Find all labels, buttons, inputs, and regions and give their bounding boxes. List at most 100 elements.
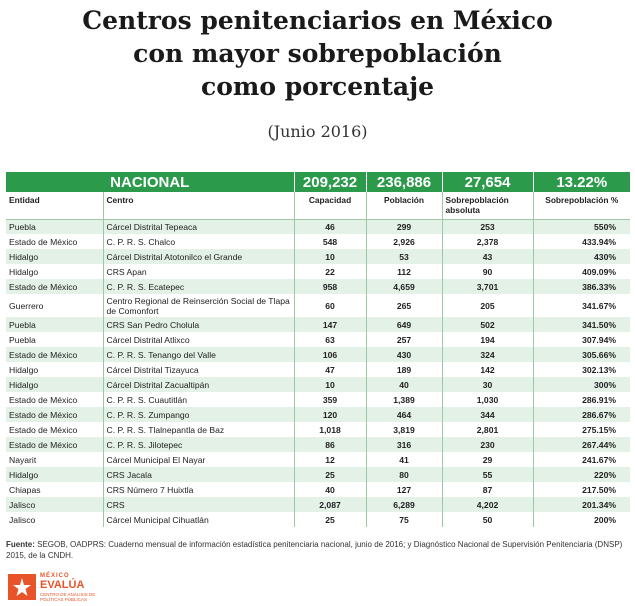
cell-centro: C. P. R. S. Tenango del Valle <box>103 347 295 362</box>
table-row: Hidalgo CRS Jacala 25 80 55 220% <box>6 467 631 482</box>
cell-sobre-abs: 55 <box>442 467 534 482</box>
cell-entidad: Guerrero <box>6 294 104 317</box>
cell-capacidad: 60 <box>294 294 367 317</box>
table-row: Jalisco Cárcel Municipal Cihuatlán 25 75 50 2… <box>6 512 630 527</box>
cell-capacidad: 47 <box>294 362 367 377</box>
cell-entidad: Hidalgo <box>6 264 104 279</box>
cell-entidad: Puebla <box>6 332 104 347</box>
logo-name-text: EVALÚA <box>40 579 85 591</box>
cell-entidad: Estado de México <box>6 437 104 452</box>
table-row: Nayarit Cárcel Municipal El Nayar 12 41 29 24… <box>6 452 630 467</box>
cell-entidad: Hidalgo <box>6 249 104 264</box>
cell-centro: Cárcel Distrital Atlixco <box>103 332 295 347</box>
cell-sobre-pct: 430% <box>533 249 631 264</box>
table-row: Puebla Cárcel Distrital Tepeaca 46 299 253 55… <box>6 219 631 234</box>
table-row: Hidalgo Cárcel Distrital Zacualtipán 10 40 3… <box>6 377 631 392</box>
cell-poblacion: 80 <box>366 467 443 482</box>
cell-centro: C. P. R. S. Ecatepec <box>103 279 295 294</box>
cell-sobre-abs: 1,030 <box>442 392 534 407</box>
cell-poblacion: 265 <box>366 294 443 317</box>
table-row: Hidalgo CRS Apan 22 112 90 409.09% <box>6 264 630 279</box>
cell-sobre-pct: 241.67% <box>582 454 617 465</box>
cell-entidad: Estado de México <box>6 347 104 362</box>
cell-poblacion: 6,289 <box>366 497 443 512</box>
cell-centro: CRS Apan <box>103 264 295 279</box>
cell-centro: C. P. R. S. Jilotepec <box>103 437 295 452</box>
cell-poblacion: 127 <box>366 482 443 497</box>
table-row: Puebla CRS San Pedro Cholula 147 649 502 341.… <box>6 317 631 332</box>
overpopulation-table: NACIONAL 209,232 236,886 27,654 13.22% E… <box>6 172 631 527</box>
cell-poblacion: 189 <box>366 362 443 377</box>
cell-centro: Cárcel Municipal El Nayar <box>103 452 295 467</box>
cell-entidad: Estado de México <box>6 279 104 294</box>
table-row: Guerrero Centro Regional de Reinserción S… <box>6 294 630 317</box>
cell-sobre-pct: 286.91% <box>582 394 617 405</box>
cell-entidad: Nayarit <box>6 452 104 467</box>
cell-entidad: Jalisco <box>6 512 104 527</box>
cell-sobre-pct: 409.09% <box>582 266 617 277</box>
cell-centro: Cárcel Distrital Atotonilco el Grande <box>103 249 295 264</box>
cell-centro: Cárcel Distrital Tepeaca <box>103 219 295 234</box>
cell-capacidad: 548 <box>294 234 367 249</box>
cell-entidad: Hidalgo <box>6 362 104 377</box>
cell-sobre-pct: 286.67% <box>533 407 631 422</box>
cell-sobre-pct: 200% <box>594 514 617 525</box>
chart-subtitle: (Junio 2016) <box>267 122 368 141</box>
table-row: Estado de México C. P. R. S. Jilotepec 86 3… <box>6 437 631 452</box>
mexico-evalua-logo: MÉXICO EVALÚA CENTRO DE ANÁLISIS DE POLÍ… <box>8 572 128 602</box>
cell-sobre-abs: 87 <box>442 482 534 497</box>
cell-sobre-pct: 220% <box>533 467 631 482</box>
cell-entidad: Hidalgo <box>6 467 104 482</box>
table-row: Jalisco CRS 2,087 6,289 4,202 201.34% <box>6 497 631 512</box>
cell-sobre-pct: 305.66% <box>533 347 631 362</box>
cell-poblacion: 316 <box>366 437 443 452</box>
cell-poblacion: 1,389 <box>366 392 443 407</box>
cell-entidad: Estado de México <box>6 407 104 422</box>
cell-entidad: Puebla <box>6 219 104 234</box>
cell-sobre-abs: 43 <box>442 249 534 264</box>
cell-capacidad: 46 <box>294 219 367 234</box>
cell-centro: C. P. R. S. Tlalnepantla de Baz <box>103 422 295 437</box>
col-header-entidad: Entidad <box>6 192 104 220</box>
cell-sobre-abs: 29 <box>442 452 534 467</box>
cell-poblacion: 4,659 <box>366 279 443 294</box>
cell-sobre-abs: 3,701 <box>442 279 534 294</box>
cell-capacidad: 958 <box>294 279 367 294</box>
cell-capacidad: 63 <box>294 332 367 347</box>
cell-centro: CRS San Pedro Cholula <box>103 317 295 332</box>
cell-poblacion: 53 <box>366 249 443 264</box>
national-poblacion: 236,886 <box>366 172 443 192</box>
cell-capacidad: 86 <box>294 437 367 452</box>
cell-entidad: Chiapas <box>6 482 104 497</box>
national-capacidad: 209,232 <box>294 172 367 192</box>
cell-sobre-abs: 2,378 <box>442 234 534 249</box>
cell-centro: C. P. R. S. Zumpango <box>103 407 295 422</box>
logo-tagline-text: CENTRO DE ANÁLISIS DE POLÍTICAS PÚBLICAS <box>40 592 96 602</box>
cell-poblacion: 649 <box>366 317 443 332</box>
col-header-poblacion: Población <box>366 192 443 220</box>
cell-centro: Cárcel Distrital Zacualtipán <box>103 377 295 392</box>
cell-sobre-pct: 300% <box>533 377 631 392</box>
cell-centro: CRS <box>103 497 295 512</box>
title-line-3: como porcentaje <box>200 72 435 101</box>
table-row: Estado de México C. P. R. S. Tenango del … <box>6 347 631 362</box>
cell-centro: C. P. R. S. Chalco <box>103 234 295 249</box>
cell-sobre-pct: 201.34% <box>533 497 631 512</box>
cell-entidad: Estado de México <box>6 234 104 249</box>
cell-sobre-abs: 253 <box>442 219 534 234</box>
cell-centro: CRS Número 7 Huixtla <box>103 482 295 497</box>
national-label: NACIONAL <box>6 172 295 192</box>
source-note: Fuente: SEGOB, OADPRS: Cuaderno mensual … <box>6 539 630 561</box>
cell-poblacion: 2,926 <box>366 234 443 249</box>
table-row: Estado de México C. P. R. S. Ecatepec 958 4… <box>6 279 631 294</box>
cell-capacidad: 147 <box>294 317 367 332</box>
cell-centro: Centro Regional de Reinserción Social de… <box>103 294 295 317</box>
cell-capacidad: 106 <box>294 347 367 362</box>
col-header-capacidad: Capacidad <box>294 192 367 220</box>
cell-poblacion: 257 <box>366 332 443 347</box>
col-header-sobre-pct: Sobrepoblación % <box>533 192 631 220</box>
national-row: NACIONAL 209,232 236,886 27,654 13.22% <box>6 172 631 192</box>
cell-capacidad: 10 <box>294 249 367 264</box>
cell-poblacion: 41 <box>366 452 443 467</box>
source-text: SEGOB, OADPRS: Cuaderno mensual de infor… <box>6 540 623 560</box>
